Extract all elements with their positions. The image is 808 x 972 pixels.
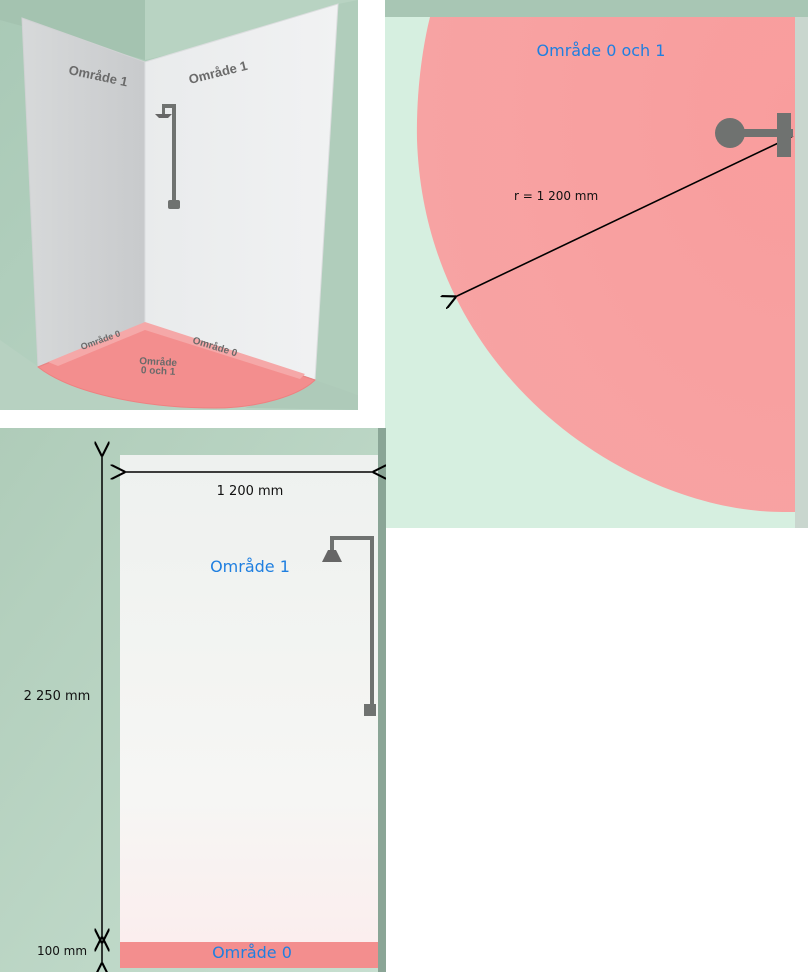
- plan-shower-fixture-icon: [715, 113, 793, 157]
- perspective-view-drawing: Område 1 Område 1 Område 0 Område 0 Områ…: [0, 0, 358, 410]
- radius-label: r = 1 200 mm: [514, 189, 598, 203]
- floor-height-dimension-label: 100 mm: [37, 944, 87, 958]
- elevation-view-drawing: Område 0 Område 1 1 200 mm 2 250 mm 100 …: [0, 428, 386, 972]
- plan-zone-area: [416, 17, 795, 512]
- width-dimension-label: 1 200 mm: [217, 484, 284, 499]
- floor-zone-label: Område 0: [212, 943, 292, 962]
- wall-zone-label: Område 1: [210, 557, 290, 576]
- elevation-wall-zone: [120, 455, 378, 943]
- radius-arrow: [455, 135, 794, 297]
- floor-center-label-line2: 0 och 1: [141, 365, 176, 378]
- room-floor-left: [0, 340, 245, 410]
- plan-view-panel: Område 0 och 1 r = 1 200 mm: [385, 0, 808, 528]
- elevation-view-panel: Område 0 Område 1 1 200 mm 2 250 mm 100 …: [0, 428, 386, 972]
- plan-zone-label: Område 0 och 1: [537, 41, 666, 60]
- floor-band-right: [145, 322, 305, 379]
- plan-view-drawing: Område 0 och 1 r = 1 200 mm: [385, 0, 808, 528]
- elevation-shower-fixture-icon: [322, 536, 376, 716]
- room-ceiling-left: [0, 0, 145, 60]
- room-wall-right: [312, 0, 358, 395]
- elevation-wall-edge: [378, 428, 386, 972]
- height-dimension-label: 2 250 mm: [24, 689, 91, 704]
- floor-band-left: [48, 322, 145, 366]
- room-floor-right: [245, 380, 358, 410]
- floor-center-label-line1: Område: [139, 355, 178, 369]
- elevation-floor-zone: [120, 942, 378, 968]
- plan-wall-right: [795, 17, 808, 528]
- perspective-view-panel: Område 1 Område 1 Område 0 Område 0 Områ…: [0, 0, 358, 410]
- shower-fixture-icon: [155, 104, 180, 209]
